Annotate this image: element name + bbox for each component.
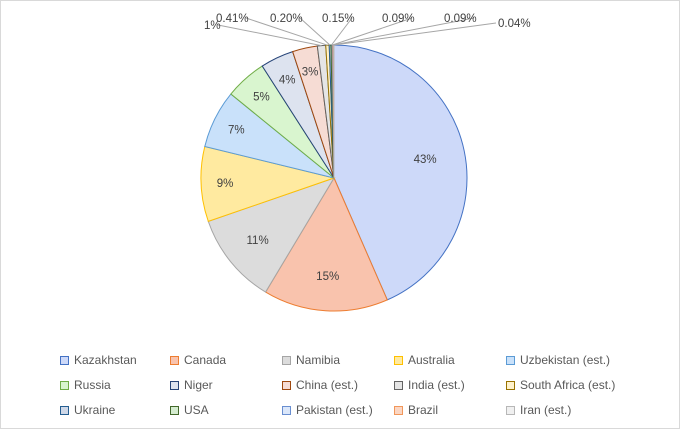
chart-legend: Kazakhstan Canada Namibia Australia Uzbekist… [60, 352, 660, 418]
legend-item-iran-est: Iran (est.) [506, 402, 656, 418]
pie-slice-canada [264, 176, 388, 312]
legend-item-niger: Niger [170, 377, 282, 393]
legend-label: Ukraine [74, 403, 116, 417]
legend-label: Uzbekistan (est.) [520, 353, 611, 367]
legend-swatch [506, 380, 515, 390]
legend-swatch [170, 380, 179, 390]
data-label-usa: 0.15% [322, 13, 355, 25]
data-label-iran-est: 0.04% [498, 18, 531, 30]
data-label-brazil: 0.09% [444, 13, 477, 25]
legend-swatch [282, 355, 291, 365]
legend-label: Pakistan (est.) [296, 403, 373, 417]
legend-label: Kazakhstan [74, 353, 137, 367]
legend-item-south-africa-est: South Africa (est.) [506, 377, 656, 393]
data-label-china-est: 3% [302, 67, 319, 79]
legend-label: India (est.) [408, 378, 465, 392]
data-label-russia: 5% [253, 92, 270, 104]
legend-label: Australia [408, 353, 455, 367]
legend-item-china-est: China (est.) [282, 377, 394, 393]
legend-label: Russia [74, 378, 111, 392]
legend-item-canada: Canada [170, 352, 282, 368]
legend-label: China (est.) [296, 378, 359, 392]
legend-swatch [394, 380, 403, 390]
legend-item-russia: Russia [60, 377, 170, 393]
legend-swatch [60, 355, 69, 365]
legend-label: Canada [184, 353, 227, 367]
leader-line-brazil [333, 17, 475, 46]
legend-item-uzbekistan-est: Uzbekistan (est.) [506, 352, 656, 368]
leader-line-iran-est [333, 22, 497, 46]
legend-swatch [282, 405, 291, 415]
legend-item-brazil: Brazil [394, 402, 506, 418]
legend-swatch [170, 405, 179, 415]
legend-swatch [506, 355, 515, 365]
legend-item-usa: USA [170, 402, 282, 418]
leader-line-ukraine [299, 17, 331, 46]
legend-item-pakistan-est: Pakistan (est.) [282, 402, 394, 418]
legend-item-ukraine: Ukraine [60, 402, 170, 418]
legend-item-australia: Australia [394, 352, 506, 368]
pie-slice-namibia [207, 177, 336, 293]
leader-line-pakistan-est [332, 17, 413, 46]
legend-label: USA [184, 403, 209, 417]
legend-swatch [394, 355, 403, 365]
legend-label: South Africa (est.) [520, 378, 616, 392]
data-label-niger: 4% [279, 75, 296, 87]
data-label-kazakhstan: 43% [414, 154, 437, 166]
legend-label: Namibia [296, 353, 341, 367]
legend-label: Niger [184, 378, 213, 392]
legend-swatch [282, 380, 291, 390]
data-label-uzbekistan-est: 7% [228, 125, 245, 137]
legend-swatch [60, 380, 69, 390]
legend-swatch [394, 405, 403, 415]
data-label-south-africa-est: 0.41% [216, 13, 249, 25]
leader-line-usa [331, 17, 353, 46]
data-label-namibia: 11% [247, 235, 269, 247]
legend-swatch [506, 405, 515, 415]
data-label-india-est: 1% [204, 20, 221, 32]
data-label-canada: 15% [316, 271, 339, 283]
leader-line-india-est [217, 24, 322, 47]
legend-item-kazakhstan: Kazakhstan [60, 352, 170, 368]
legend-item-namibia: Namibia [282, 352, 394, 368]
data-label-pakistan-est: 0.09% [382, 13, 415, 25]
data-label-australia: 9% [217, 178, 234, 190]
legend-swatch [60, 405, 69, 415]
pie-slice-kazakhstan [333, 44, 468, 301]
legend-label: Iran (est.) [520, 403, 572, 417]
leader-line-south-africa-est [245, 17, 328, 46]
data-label-ukraine: 0.20% [270, 13, 303, 25]
legend-swatch [170, 355, 179, 365]
legend-item-india-est: India (est.) [394, 377, 506, 393]
legend-label: Brazil [408, 403, 439, 417]
